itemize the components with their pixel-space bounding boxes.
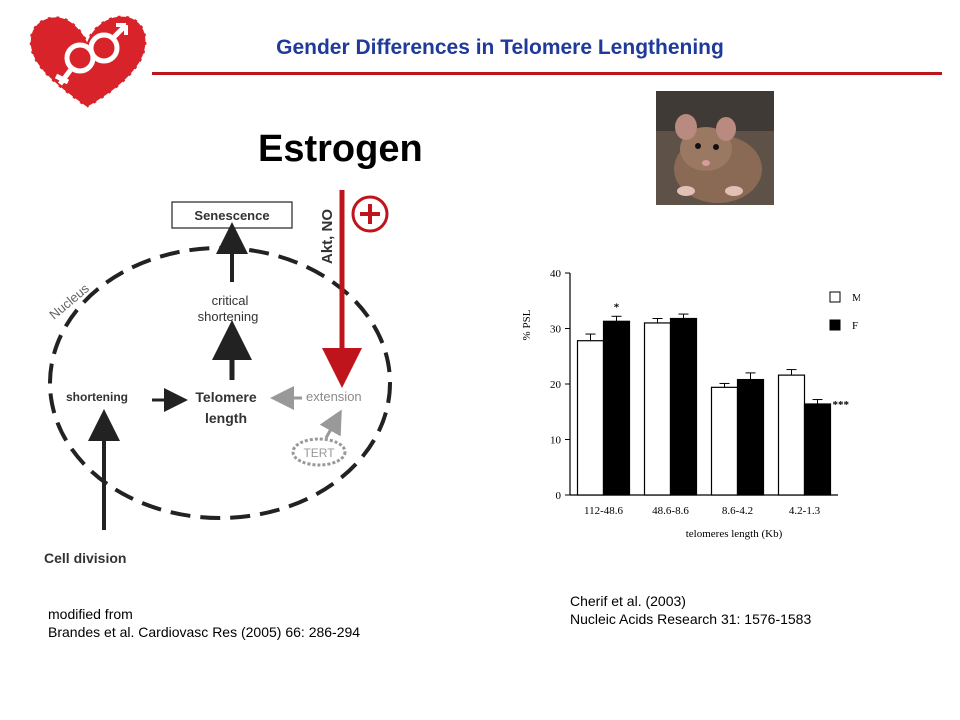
rat-photo bbox=[656, 91, 774, 205]
citation-cherif-line1: Cherif et al. (2003) bbox=[570, 593, 686, 609]
legend-swatch-m bbox=[829, 291, 841, 303]
citation-brandes: modified from Brandes et al. Cardiovasc … bbox=[48, 605, 360, 641]
x-tick-label: 8.6-4.2 bbox=[722, 505, 753, 517]
bar-f bbox=[602, 320, 631, 496]
significance-label: * bbox=[614, 301, 620, 313]
extension-label: extension bbox=[306, 389, 362, 404]
estrogen-heading: Estrogen bbox=[258, 128, 423, 170]
bar-f bbox=[803, 403, 832, 496]
y-tick-label: 30 bbox=[550, 324, 562, 336]
nucleus-ellipse bbox=[48, 246, 392, 520]
legend-label-m: M bbox=[852, 292, 860, 304]
x-axis-label: telomeres length (Kb) bbox=[686, 528, 783, 540]
senescence-label: Senescence bbox=[194, 208, 269, 223]
x-tick-label: 4.2-1.3 bbox=[789, 505, 821, 517]
plus-icon bbox=[351, 195, 389, 233]
title-rule bbox=[152, 72, 942, 75]
y-tick-label: 10 bbox=[550, 435, 562, 447]
bar-m bbox=[643, 322, 672, 496]
shortening-label: shortening bbox=[66, 390, 128, 404]
citation-cherif-line2: Nucleic Acids Research 31: 1576-1583 bbox=[570, 611, 812, 627]
telomere-label-2: length bbox=[205, 410, 247, 426]
critical-label-2: shortening bbox=[198, 309, 259, 324]
telomere-diagram: Nucleus Senescence critical shortening T… bbox=[44, 190, 392, 566]
bar-m bbox=[777, 374, 806, 496]
y-tick-label: 0 bbox=[556, 490, 562, 502]
bar-f bbox=[736, 378, 765, 496]
telomere-label-1: Telomere bbox=[195, 389, 256, 405]
telomere-bar-chart: 0 10 20 30 40 % PSL * 112-48.6 48.6-8.6 8.6-4.2 **… bbox=[521, 268, 860, 540]
cell-division-label: Cell division bbox=[44, 550, 126, 566]
y-tick-label: 40 bbox=[550, 268, 562, 280]
bar-m bbox=[710, 386, 739, 496]
citation-brandes-line1: modified from bbox=[48, 606, 133, 622]
y-axis-label: % PSL bbox=[521, 309, 533, 340]
legend-label-f: F bbox=[852, 320, 858, 332]
heart-logo bbox=[28, 14, 148, 110]
bar-f bbox=[669, 317, 698, 496]
significance-label: *** bbox=[833, 399, 850, 411]
bar-m bbox=[576, 340, 605, 496]
x-tick-label: 48.6-8.6 bbox=[652, 505, 689, 517]
tert-ellipse bbox=[291, 437, 347, 467]
tert-label: TERT bbox=[303, 446, 335, 460]
akt-no-label: Akt, NO bbox=[319, 209, 336, 264]
legend-swatch-f bbox=[829, 319, 841, 331]
citation-cherif: Cherif et al. (2003) Nucleic Acids Resea… bbox=[570, 592, 811, 628]
citation-brandes-line2: Brandes et al. Cardiovasc Res (2005) 66:… bbox=[48, 624, 361, 640]
slide-title: Gender Differences in Telomere Lengtheni… bbox=[276, 36, 724, 59]
x-tick-label: 112-48.6 bbox=[584, 505, 624, 517]
y-tick-label: 20 bbox=[550, 379, 562, 391]
critical-label-1: critical bbox=[212, 293, 249, 308]
